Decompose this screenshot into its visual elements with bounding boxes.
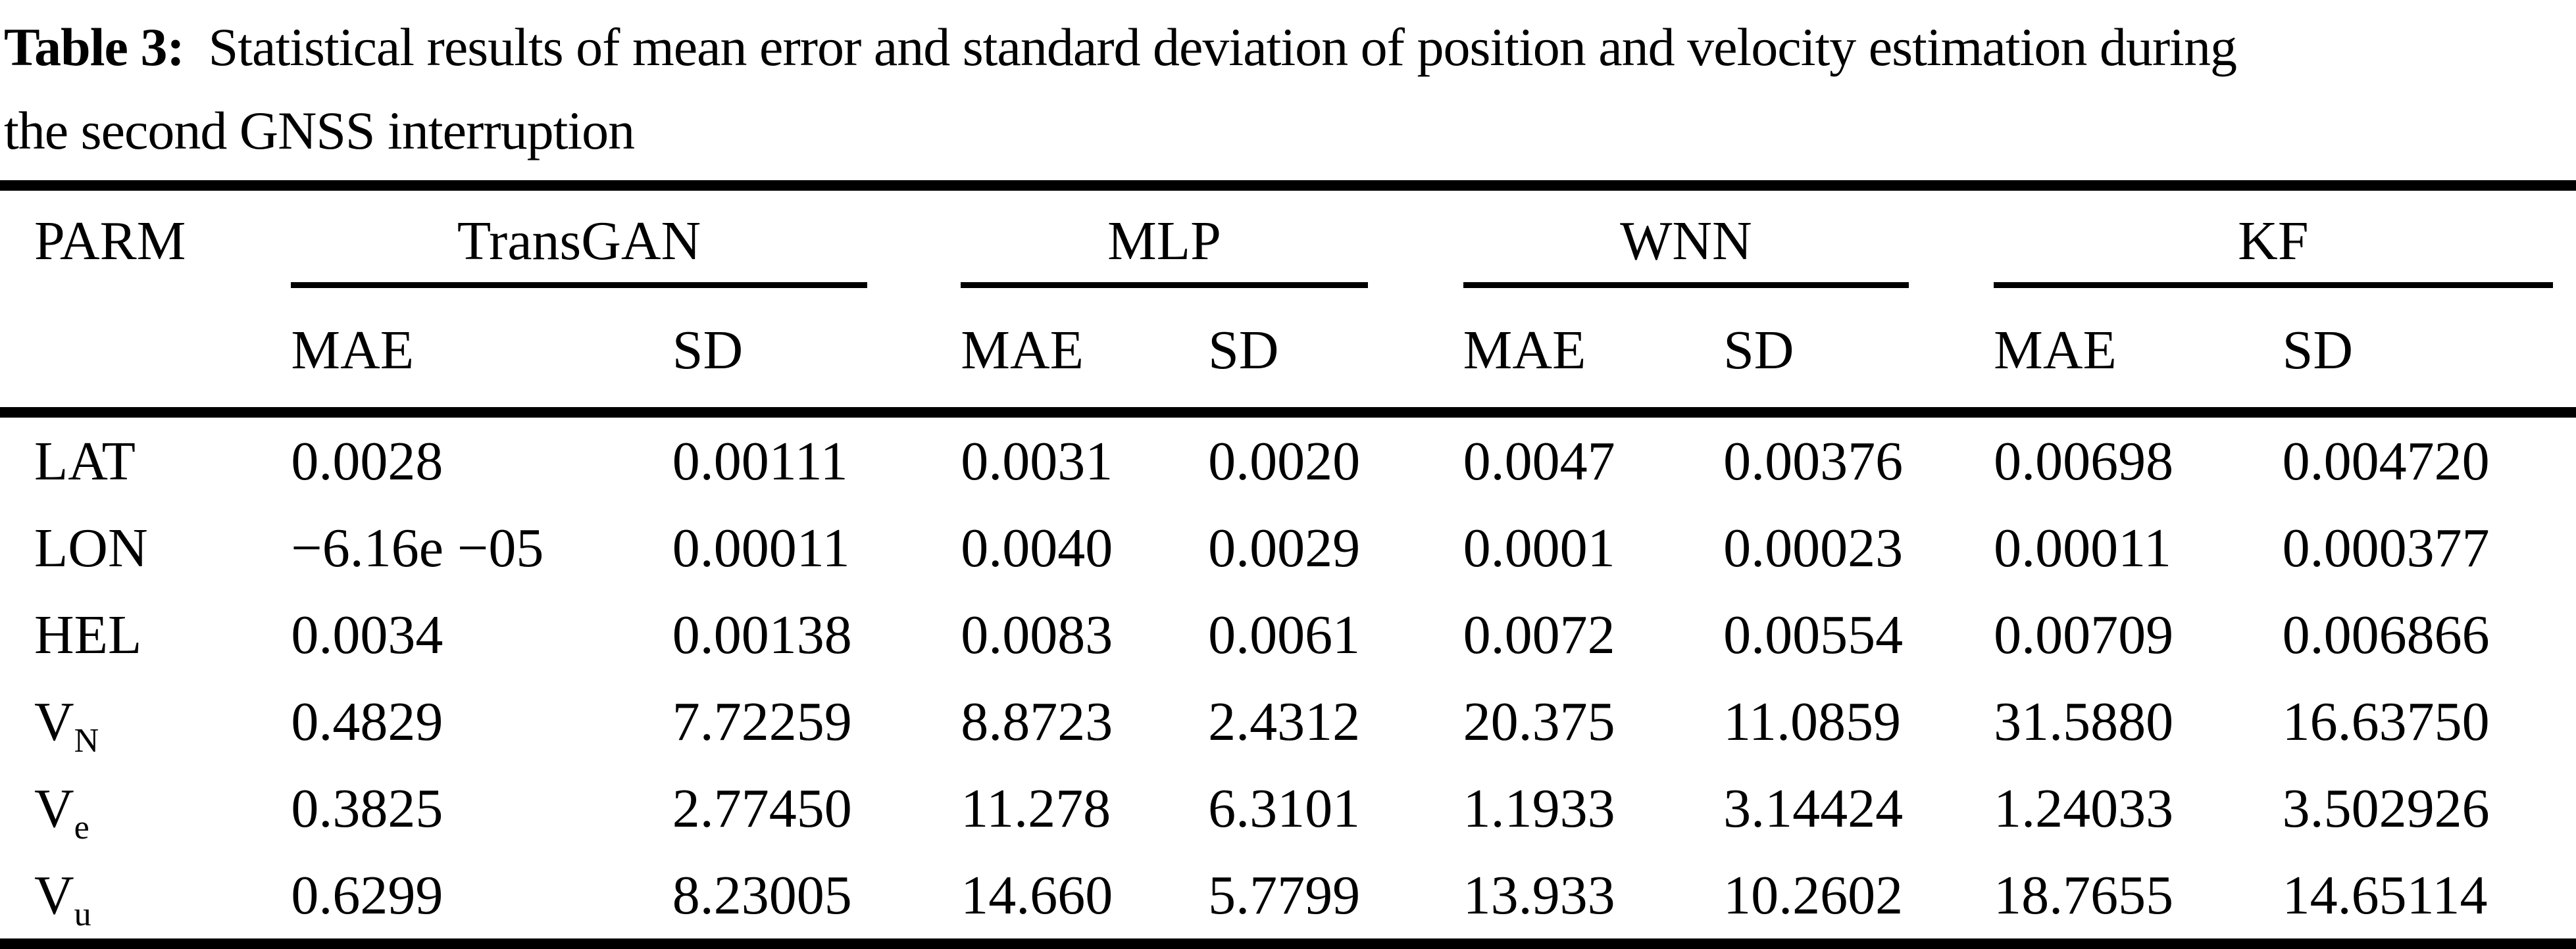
value-cell: 0.0028 xyxy=(291,430,443,492)
param-subscript: e xyxy=(74,808,89,846)
value-cell: 18.7655 xyxy=(1994,864,2174,926)
group-label-kf: KF xyxy=(1994,209,2553,289)
value-cell: 5.7799 xyxy=(1208,864,1361,926)
table-header: PARM TransGAN MLP WNN KF MAE SD MAE SD M… xyxy=(0,185,2576,413)
group-header-transgan: TransGAN xyxy=(291,185,961,289)
value-cell: 0.0020 xyxy=(1208,430,1361,492)
value-cell: −6.16e −05 xyxy=(291,517,544,579)
group-label-wnn: WNN xyxy=(1463,209,1909,289)
value-cell: 0.3825 xyxy=(291,777,443,839)
value-cell: 0.0001 xyxy=(1463,517,1615,579)
column-header-mlp-sd: SD xyxy=(1208,320,1279,381)
value-cell: 0.0061 xyxy=(1208,604,1361,666)
caption-text-line2: the second GNSS interruption xyxy=(4,101,635,161)
value-cell: 20.375 xyxy=(1463,691,1615,752)
group-header-kf: KF xyxy=(1994,185,2576,289)
value-cell: 0.00554 xyxy=(1723,604,1904,666)
table-row: Ve 0.3825 2.77450 11.278 6.3101 1.1933 3.14424… xyxy=(0,765,2576,852)
table-row: HEL 0.0034 0.00138 0.0083 0.0061 0.0072 0.0055… xyxy=(0,591,2576,678)
value-cell: 0.0047 xyxy=(1463,430,1615,492)
column-header-transgan-mae: MAE xyxy=(291,320,415,381)
column-header-kf-mae: MAE xyxy=(1994,320,2117,381)
group-label-mlp: MLP xyxy=(961,209,1368,289)
value-cell: 13.933 xyxy=(1463,864,1615,926)
value-cell: 2.4312 xyxy=(1208,691,1361,752)
column-header-wnn-sd: SD xyxy=(1723,320,1794,381)
value-cell: 1.1933 xyxy=(1463,777,1615,839)
value-cell: 0.0034 xyxy=(291,604,443,666)
value-cell: 6.3101 xyxy=(1208,777,1361,839)
table-row: Vu 0.6299 8.23005 14.660 5.7799 13.933 10.2602… xyxy=(0,852,2576,944)
value-cell: 0.4829 xyxy=(291,691,443,752)
value-cell: 2.77450 xyxy=(672,777,852,839)
value-cell: 8.23005 xyxy=(672,864,852,926)
subheader-row: MAE SD MAE SD MAE SD MAE SD xyxy=(0,288,2576,412)
param-subscript: u xyxy=(74,895,91,933)
results-table: PARM TransGAN MLP WNN KF MAE SD MAE SD M… xyxy=(0,180,2576,949)
table-caption: Table 3: Statistical results of mean erro… xyxy=(4,5,2576,172)
value-cell: 10.2602 xyxy=(1723,864,1904,926)
caption-text-line1: Statistical results of mean error and st… xyxy=(208,17,2237,77)
param-label: LON xyxy=(34,517,148,579)
value-cell: 0.6299 xyxy=(291,864,443,926)
value-cell: 0.00011 xyxy=(1994,517,2172,579)
column-header-transgan-sd: SD xyxy=(672,320,744,381)
value-cell: 1.24033 xyxy=(1994,777,2174,839)
value-cell: 3.502926 xyxy=(2282,777,2490,839)
caption-number-label: Table 3: xyxy=(4,17,185,77)
column-header-wnn-mae: MAE xyxy=(1463,320,1586,381)
value-cell: 0.00709 xyxy=(1994,604,2174,666)
value-cell: 14.65114 xyxy=(2282,864,2488,926)
param-label: LAT xyxy=(34,430,136,492)
value-cell: 0.0083 xyxy=(961,604,1113,666)
group-header-mlp: MLP xyxy=(961,185,1463,289)
value-cell: 0.006866 xyxy=(2282,604,2490,666)
table-row: VN 0.4829 7.72259 8.8723 2.4312 20.375 11.0859… xyxy=(0,678,2576,765)
value-cell: 0.00011 xyxy=(672,517,850,579)
value-cell: 0.0040 xyxy=(961,517,1113,579)
table-row: LAT 0.0028 0.00111 0.0031 0.0020 0.0047 0.0037… xyxy=(0,412,2576,504)
value-cell: 0.00111 xyxy=(672,430,848,492)
group-header-row: PARM TransGAN MLP WNN KF xyxy=(0,185,2576,289)
value-cell: 0.000377 xyxy=(2282,517,2490,579)
value-cell: 0.00023 xyxy=(1723,517,1904,579)
value-cell: 14.660 xyxy=(961,864,1113,926)
value-cell: 0.0072 xyxy=(1463,604,1615,666)
group-header-wnn: WNN xyxy=(1463,185,1994,289)
value-cell: 0.0029 xyxy=(1208,517,1361,579)
value-cell: 16.63750 xyxy=(2282,691,2490,752)
value-cell: 3.14424 xyxy=(1723,777,1904,839)
value-cell: 7.72259 xyxy=(672,691,852,752)
column-header-kf-sd: SD xyxy=(2282,320,2353,381)
value-cell: 0.00698 xyxy=(1994,430,2174,492)
column-header-parm: PARM xyxy=(34,210,186,272)
param-label: HEL xyxy=(34,604,142,666)
value-cell: 31.5880 xyxy=(1994,691,2174,752)
table-row: LON −6.16e −05 0.00011 0.0040 0.0029 0.0001 0.… xyxy=(0,504,2576,591)
value-cell: 11.0859 xyxy=(1723,691,1901,752)
param-label: VN xyxy=(34,691,99,760)
param-label: Vu xyxy=(34,864,91,933)
param-subscript: N xyxy=(74,721,99,760)
value-cell: 0.00376 xyxy=(1723,430,1904,492)
group-label-transgan: TransGAN xyxy=(291,209,867,289)
value-cell: 0.004720 xyxy=(2282,430,2490,492)
column-header-mlp-mae: MAE xyxy=(961,320,1084,381)
table-body: LAT 0.0028 0.00111 0.0031 0.0020 0.0047 0.0037… xyxy=(0,412,2576,944)
value-cell: 11.278 xyxy=(961,777,1111,839)
value-cell: 0.0031 xyxy=(961,430,1113,492)
value-cell: 0.00138 xyxy=(672,604,852,666)
param-label: Ve xyxy=(34,777,89,846)
value-cell: 8.8723 xyxy=(961,691,1113,752)
